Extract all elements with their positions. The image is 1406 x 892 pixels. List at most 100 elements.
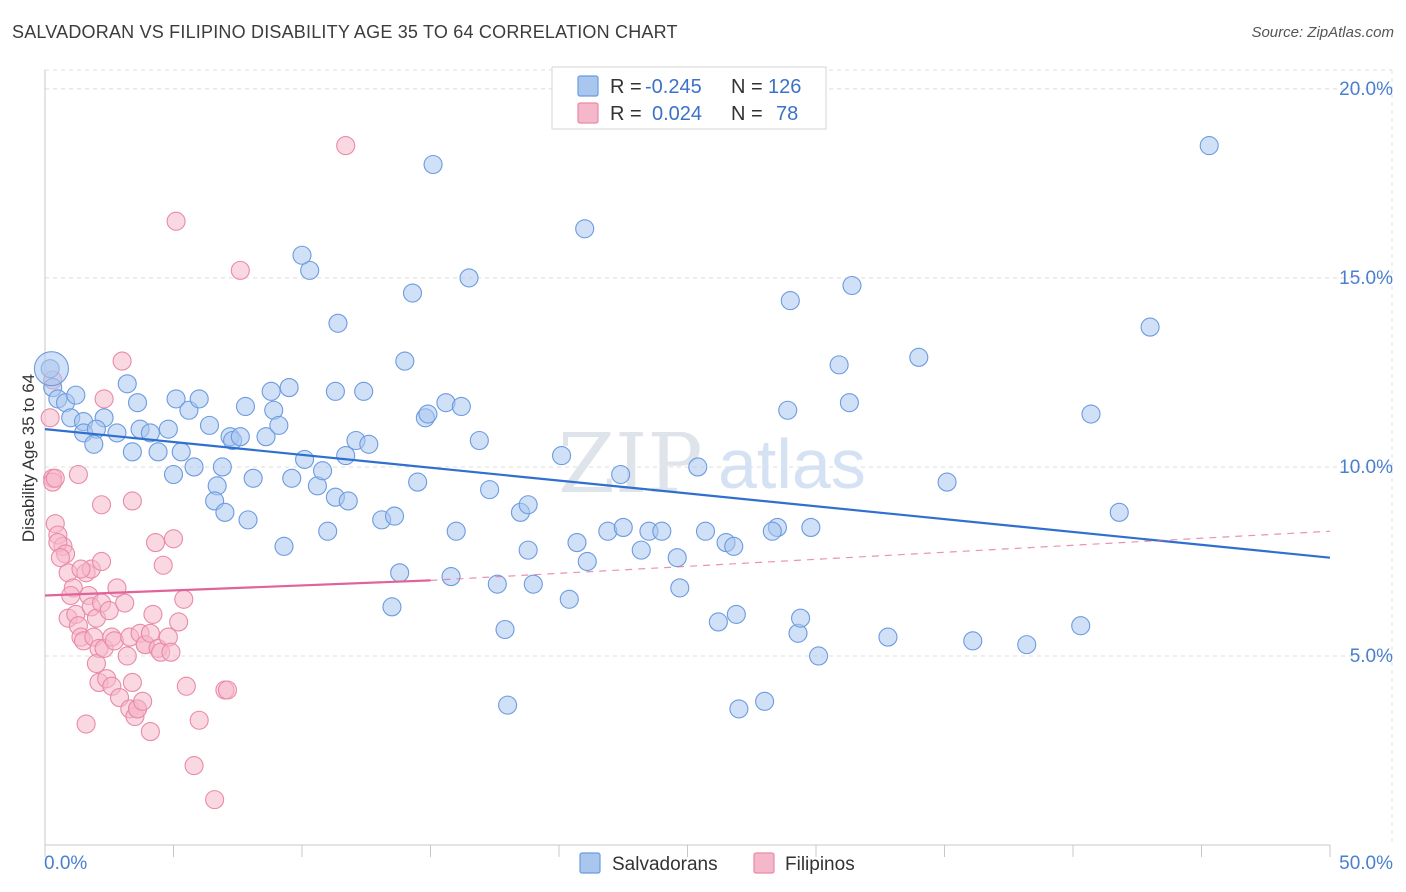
salvadorans-point: [199, 415, 220, 435]
salvadorans-point: [441, 567, 461, 587]
salvadorans-point: [780, 291, 800, 311]
trend-lines: [44, 428, 1331, 597]
legend-n-label: N =: [731, 103, 763, 125]
salvadorans-point: [518, 540, 538, 560]
salvadorans-point: [423, 154, 443, 175]
salvadorans-point: [878, 627, 898, 647]
salvadorans-point: [724, 536, 744, 556]
salvadorans-point: [791, 608, 811, 628]
salvadorans-point: [325, 381, 345, 401]
salvadorans-point: [390, 563, 410, 583]
salvadorans-point: [839, 393, 859, 413]
salvadorans-point: [163, 464, 184, 485]
salvadorans-point: [243, 468, 263, 488]
salvadorans-point: [274, 536, 294, 556]
filipinos-point: [122, 672, 142, 692]
filipinos-point: [153, 555, 173, 575]
salvadorans-point: [235, 396, 256, 417]
filipinos-point: [50, 548, 70, 568]
x-tick-label: 0.0%: [44, 853, 87, 874]
salvadorans-point: [336, 446, 356, 466]
salvadorans-point: [652, 521, 672, 541]
filipinos-point: [91, 495, 112, 515]
filipinos-point: [174, 589, 194, 609]
salvadorans-cluster-point: [33, 351, 69, 387]
salvadorans-point: [215, 502, 235, 522]
salvadorans-point: [313, 461, 333, 481]
salvadorans-point: [269, 415, 289, 435]
legend-swatch-filipinos: [577, 102, 599, 124]
salvadorans-point: [418, 404, 438, 424]
filipinos-point: [115, 593, 135, 613]
salvadorans-point: [166, 389, 186, 409]
salvadorans-point: [1081, 404, 1101, 424]
salvadorans-point: [402, 283, 423, 303]
salvadorans-point: [84, 434, 104, 454]
legend-n-value: 126: [768, 76, 801, 98]
salvadorans-point: [459, 268, 479, 288]
salvadorans-point: [354, 381, 374, 401]
filipinos-point: [184, 756, 204, 776]
filipinos-point: [71, 559, 91, 579]
legend-r-value: -0.245: [645, 76, 702, 98]
filipinos-point: [99, 601, 119, 621]
filipinos-point: [76, 714, 96, 734]
salvadorans-point: [107, 423, 127, 443]
filipinos-point: [140, 722, 160, 742]
series-legend-swatch-filipinos: [753, 852, 775, 874]
salvadorans-point: [567, 533, 587, 553]
salvadorans-point: [670, 578, 690, 598]
salvadorans-point: [778, 400, 798, 420]
salvadorans-point: [328, 313, 348, 333]
series-legend-salvadorans: Salvadorans: [612, 854, 718, 875]
watermark-zip: ZIP: [558, 417, 703, 512]
filipinos-point: [176, 676, 196, 696]
salvadorans-point: [1199, 136, 1219, 156]
salvadorans-point: [140, 423, 160, 443]
salvadorans-point: [212, 457, 232, 477]
salvadorans-point: [480, 480, 500, 500]
salvadorans-point: [575, 219, 595, 239]
filipinos-point: [163, 529, 184, 549]
salvadorans-point: [256, 427, 276, 447]
salvadorans-point: [842, 275, 862, 296]
salvadorans-point: [695, 521, 716, 541]
salvadorans-point: [117, 374, 137, 394]
salvadorans-point: [1109, 502, 1129, 522]
salvadorans-point: [469, 430, 489, 451]
filipinos-point: [91, 551, 112, 572]
filipinos-point: [117, 646, 137, 666]
salvadorans-point: [261, 381, 281, 401]
salvadorans-point: [282, 468, 302, 488]
filipinos-point: [45, 468, 65, 488]
salvadorans-point: [451, 396, 471, 417]
salvadorans-point: [762, 521, 782, 541]
watermark: ZIP atlas: [558, 417, 866, 512]
filipinos-point: [140, 623, 160, 643]
filipinos-point: [189, 710, 209, 730]
filipinos-point: [122, 491, 142, 511]
y-axis-title: Disability Age 35 to 64: [19, 374, 38, 542]
filipinos-point: [133, 691, 153, 711]
salvadorans-point: [801, 517, 821, 537]
salvadorans-point: [318, 521, 338, 541]
salvadorans-point: [631, 540, 651, 560]
salvadorans-point: [295, 449, 315, 469]
y-tick-label: 20.0%: [1339, 79, 1393, 100]
salvadorans-point: [552, 446, 572, 466]
legend-r-label: R =: [610, 76, 642, 98]
salvadorans-point: [300, 260, 320, 280]
filipinos-point: [230, 260, 250, 280]
y-tick-label: 5.0%: [1350, 646, 1393, 667]
salvadorans-point: [559, 589, 579, 609]
legend-r-label: R =: [610, 103, 642, 125]
filipinos-point: [145, 533, 166, 553]
salvadorans-point: [1017, 635, 1037, 655]
salvadorans-point: [384, 506, 405, 526]
series-legend: Salvadorans Filipinos: [579, 852, 855, 875]
series-legend-swatch-salvadorans: [579, 852, 601, 874]
salvadorans-point: [611, 464, 631, 485]
filipinos-point: [94, 389, 114, 409]
watermark-atlas: atlas: [718, 425, 866, 503]
